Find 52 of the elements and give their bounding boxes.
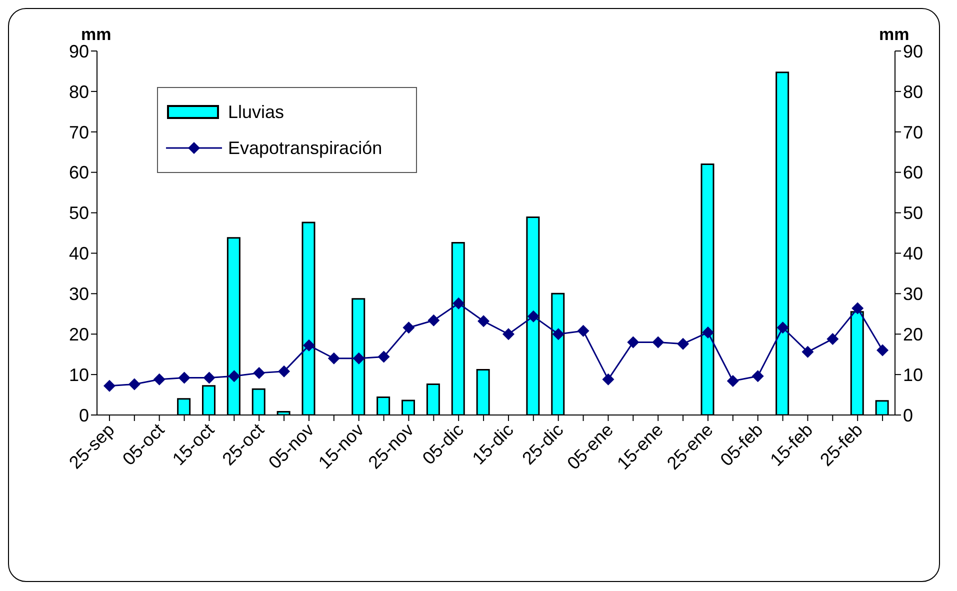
point: [776, 322, 789, 334]
y-tick-label: 70: [68, 122, 89, 142]
point: [627, 336, 640, 348]
point: [602, 373, 614, 386]
point: [502, 328, 514, 340]
point: [103, 380, 116, 392]
y2-tick-label: 40: [903, 244, 924, 264]
point: [826, 332, 839, 345]
y2-tick-label: 70: [903, 122, 924, 142]
legend-label: Lluvias: [228, 102, 284, 122]
point: [253, 366, 266, 379]
point: [527, 310, 540, 322]
point: [752, 370, 764, 382]
y2-tick-label: 20: [903, 324, 924, 344]
point: [802, 346, 814, 358]
y2-tick-label: 0: [903, 405, 914, 426]
point: [702, 326, 714, 338]
point: [328, 352, 340, 364]
point: [278, 365, 290, 378]
y-tick-label: 0: [78, 405, 89, 426]
legend-label: Evapotranspiración: [228, 138, 382, 158]
y-tick-label: 50: [68, 203, 89, 224]
y-tick-label: 40: [68, 244, 89, 264]
point: [726, 375, 739, 388]
point: [128, 378, 140, 390]
point: [478, 315, 490, 328]
point: [452, 297, 465, 310]
y-tick-label: 10: [68, 364, 89, 385]
y2-tick-label: 30: [903, 284, 924, 304]
point: [153, 373, 166, 386]
y2-tick-label: 50: [903, 203, 924, 224]
y-tick-label: 80: [68, 82, 89, 102]
y-tick-label: 20: [68, 324, 89, 344]
y2-tick-label: 10: [903, 364, 924, 385]
point: [428, 314, 440, 326]
point: [552, 328, 564, 340]
y-tick-label: 30: [68, 284, 89, 304]
point: [852, 302, 864, 314]
point: [378, 350, 390, 363]
point: [876, 344, 889, 356]
point: [178, 372, 190, 384]
point: [302, 339, 315, 352]
point: [677, 338, 690, 350]
point: [352, 352, 365, 364]
point: [577, 324, 590, 337]
y2-tick-label: 80: [903, 82, 924, 102]
point: [228, 370, 240, 382]
y2-tick-label: 60: [903, 162, 924, 183]
point: [652, 336, 664, 348]
y-tick-label: 60: [68, 162, 89, 183]
point: [402, 322, 415, 334]
point: [203, 372, 216, 384]
